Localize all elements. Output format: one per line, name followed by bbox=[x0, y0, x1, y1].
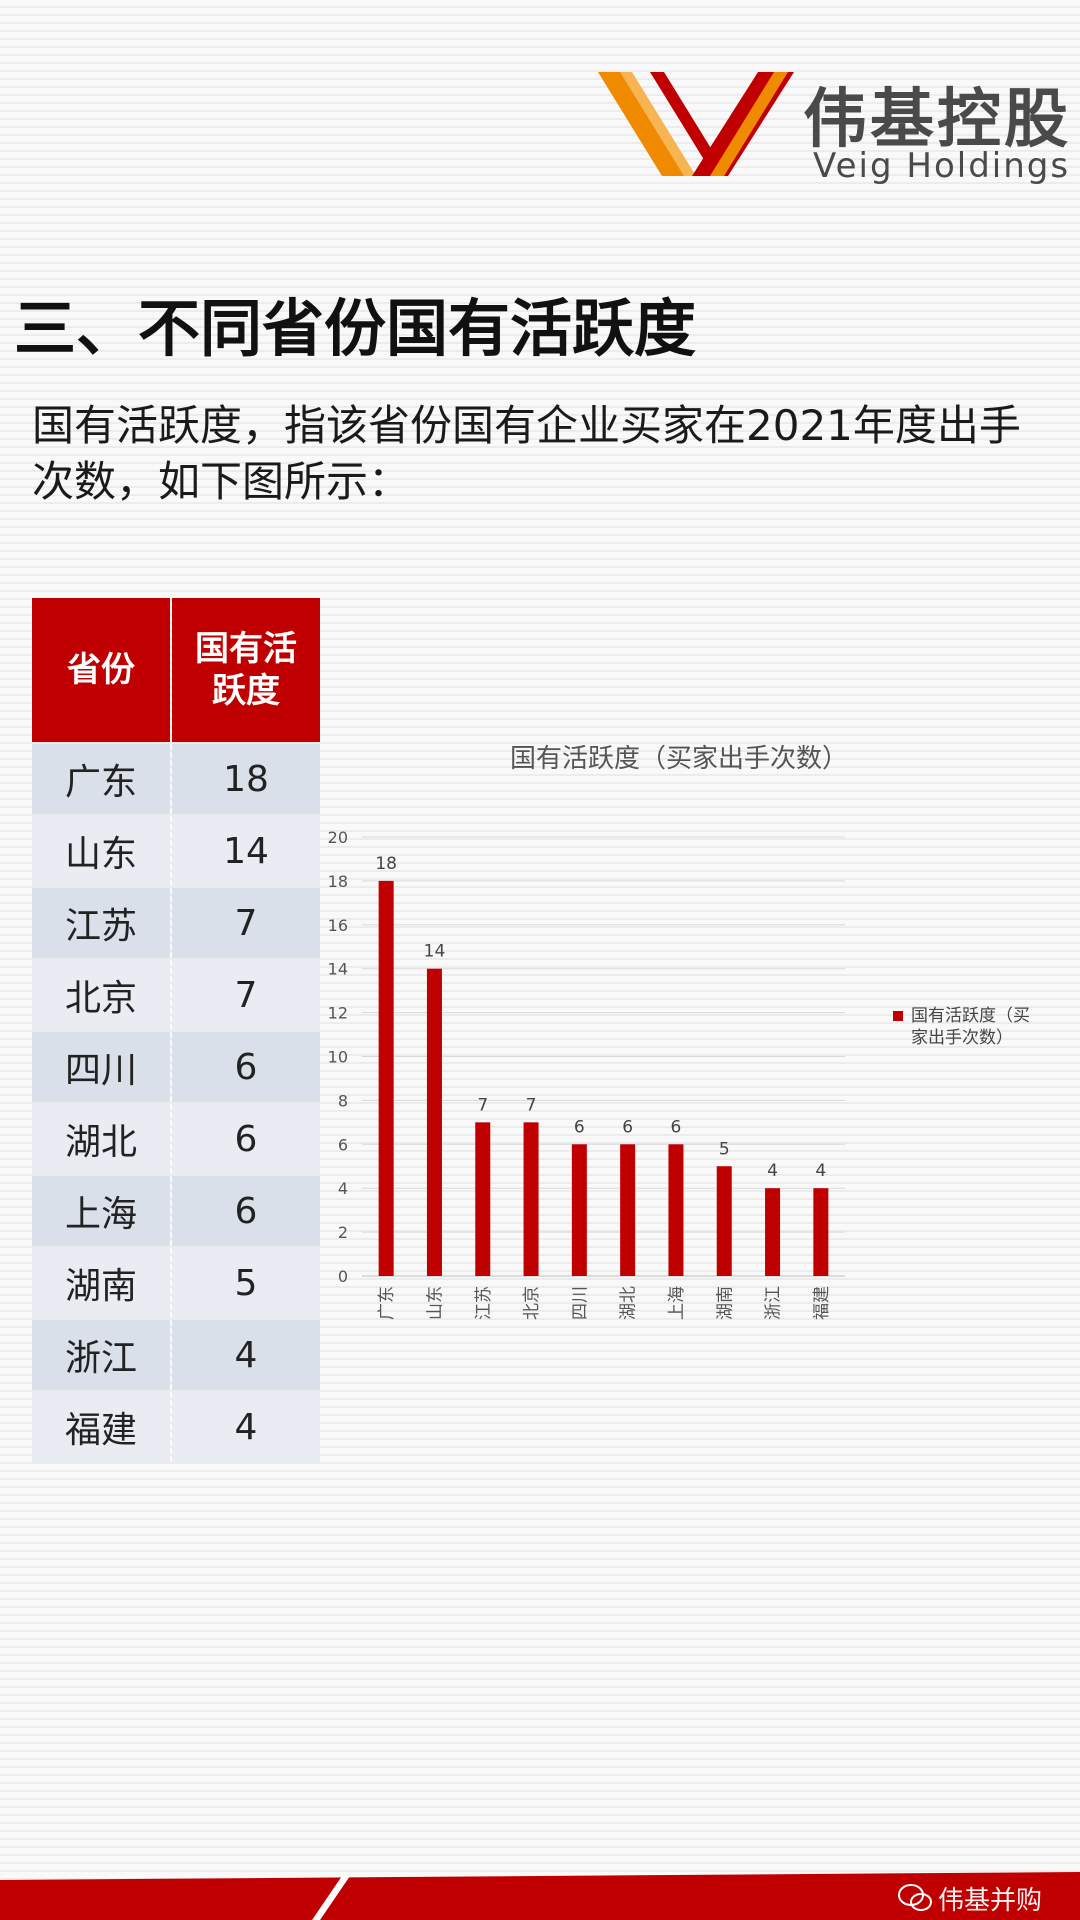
x-tick-label: 湖北 bbox=[619, 1286, 639, 1320]
header-province: 省份 bbox=[32, 598, 170, 742]
table-row: 山东 14 bbox=[32, 816, 320, 886]
y-tick-label: 14 bbox=[328, 960, 348, 979]
cell-province: 湖南 bbox=[32, 1248, 170, 1318]
y-tick-label: 4 bbox=[338, 1179, 348, 1198]
data-label: 5 bbox=[719, 1139, 730, 1159]
cell-province: 四川 bbox=[32, 1032, 170, 1102]
cell-activity: 6 bbox=[172, 1032, 320, 1102]
x-tick-label: 北京 bbox=[522, 1286, 542, 1320]
brand-name-cn: 伟基控股 bbox=[803, 83, 1071, 157]
bar bbox=[668, 1144, 684, 1276]
x-tick-label: 湖南 bbox=[715, 1286, 735, 1320]
y-tick-label: 0 bbox=[338, 1267, 348, 1286]
cell-activity: 14 bbox=[172, 816, 320, 886]
data-label: 14 bbox=[424, 942, 446, 962]
y-tick-label: 20 bbox=[328, 828, 348, 847]
table-header-row: 省份 国有活跃度 bbox=[32, 598, 320, 742]
bar bbox=[426, 968, 442, 1276]
section-description: 国有活跃度，指该省份国有企业买家在2021年度出手次数，如下图所示： bbox=[32, 401, 1021, 506]
cell-activity: 4 bbox=[172, 1392, 320, 1462]
x-tick-label: 浙江 bbox=[764, 1286, 784, 1320]
cell-province: 福建 bbox=[32, 1392, 170, 1462]
cell-province: 浙江 bbox=[32, 1320, 170, 1390]
y-tick-label: 8 bbox=[338, 1091, 348, 1110]
table-row: 浙江 4 bbox=[32, 1320, 320, 1390]
cell-province: 湖北 bbox=[32, 1104, 170, 1174]
table-row: 江苏 7 bbox=[32, 888, 320, 958]
cell-province: 北京 bbox=[32, 960, 170, 1030]
data-label: 4 bbox=[815, 1161, 826, 1181]
brand-logo: 伟基控股 Veig Holdings bbox=[598, 68, 1068, 188]
table-row: 湖北 6 bbox=[32, 1104, 320, 1174]
y-tick-label: 18 bbox=[328, 872, 348, 891]
bar bbox=[620, 1144, 636, 1276]
x-tick-label: 福建 bbox=[812, 1286, 832, 1320]
y-tick-label: 16 bbox=[328, 916, 348, 935]
cell-province: 江苏 bbox=[32, 888, 170, 958]
y-tick-label: 2 bbox=[338, 1223, 348, 1242]
data-label: 7 bbox=[526, 1095, 537, 1115]
cell-activity: 7 bbox=[172, 888, 320, 958]
chart-legend: 国有活跃度（买家出手次数） bbox=[893, 1005, 1043, 1049]
bar-chart: 0 2 4 6 8 10 12 14 16 18 20 18 广东 14 山东 7 江苏 7 北京 6 四川 6 湖北 6 上海… bbox=[328, 828, 845, 1320]
bar bbox=[571, 1144, 587, 1276]
cell-activity: 4 bbox=[172, 1320, 320, 1390]
province-table: 省份 国有活跃度 广东 18 山东 14 江苏 7 北京 7 四川 6 湖北 6 上海 6 湖… bbox=[30, 596, 322, 1464]
legend-swatch bbox=[893, 1011, 903, 1021]
data-label: 6 bbox=[574, 1117, 585, 1137]
table-row: 四川 6 bbox=[32, 1032, 320, 1102]
table-row: 上海 6 bbox=[32, 1176, 320, 1246]
wechat-icon bbox=[898, 1884, 932, 1911]
bar bbox=[523, 1122, 539, 1276]
data-label: 18 bbox=[375, 854, 397, 874]
header-activity: 国有活跃度 bbox=[172, 598, 320, 742]
bar bbox=[765, 1188, 781, 1276]
cell-activity: 7 bbox=[172, 960, 320, 1030]
x-tick-label: 山东 bbox=[425, 1286, 445, 1320]
cell-activity: 6 bbox=[172, 1176, 320, 1246]
bar bbox=[716, 1166, 732, 1276]
data-label: 6 bbox=[622, 1117, 633, 1137]
watermark-text: 伟基并购 bbox=[938, 1886, 1043, 1916]
table-row: 广东 18 bbox=[32, 744, 320, 814]
cell-activity: 6 bbox=[172, 1104, 320, 1174]
section-heading: 三、不同省份国有活跃度 bbox=[14, 292, 697, 365]
data-label: 7 bbox=[477, 1095, 488, 1115]
y-tick-label: 10 bbox=[328, 1048, 348, 1067]
table-row: 福建 4 bbox=[32, 1392, 320, 1462]
cell-province: 山东 bbox=[32, 816, 170, 886]
cell-activity: 18 bbox=[172, 744, 320, 814]
bar bbox=[378, 880, 394, 1276]
data-label: 6 bbox=[671, 1117, 682, 1137]
brand-name-en: Veig Holdings bbox=[813, 146, 1071, 186]
cell-province: 上海 bbox=[32, 1176, 170, 1246]
data-label: 4 bbox=[767, 1161, 778, 1181]
x-tick-label: 江苏 bbox=[474, 1286, 494, 1320]
y-tick-label: 6 bbox=[338, 1135, 348, 1154]
table-row: 湖南 5 bbox=[32, 1248, 320, 1318]
bar bbox=[813, 1188, 829, 1276]
cell-province: 广东 bbox=[32, 744, 170, 814]
veig-logo-mark bbox=[598, 72, 794, 176]
x-tick-label: 上海 bbox=[667, 1286, 687, 1320]
bar bbox=[475, 1122, 491, 1276]
chart-title: 国有活跃度（买家出手次数） bbox=[510, 744, 849, 774]
cell-activity: 5 bbox=[172, 1248, 320, 1318]
table-row: 北京 7 bbox=[32, 960, 320, 1030]
x-tick-label: 四川 bbox=[570, 1286, 590, 1320]
y-tick-label: 12 bbox=[328, 1004, 348, 1023]
footer-band bbox=[0, 1872, 1080, 1920]
x-tick-label: 广东 bbox=[377, 1286, 397, 1320]
legend-label: 国有活跃度（买家出手次数） bbox=[911, 1006, 1030, 1048]
